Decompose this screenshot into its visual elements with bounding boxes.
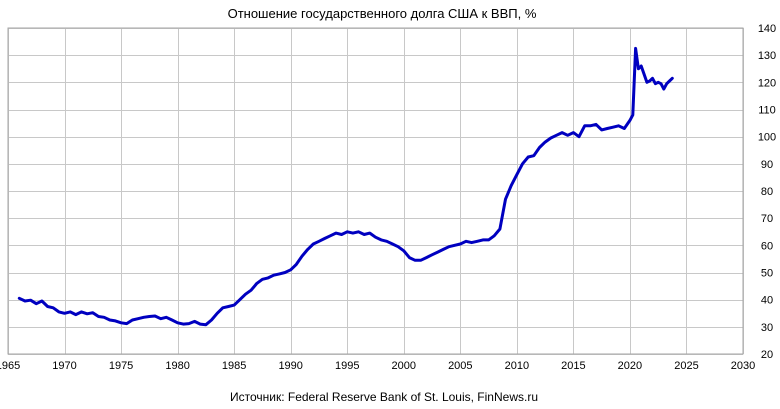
series-layer [17, 46, 674, 327]
x-tick-label: 1980 [165, 360, 189, 372]
y-tick-label: 40 [761, 295, 773, 307]
plot-frame [7, 27, 744, 355]
x-axis-ticks: 1965 1970 1975 1980 1985 1990 1995 2000 2005 2010… [0, 360, 755, 372]
y-tick-label: 80 [761, 186, 773, 198]
x-tick-label: 2000 [392, 360, 416, 372]
y-tick-label: 130 [758, 50, 776, 62]
x-tick-label: 1985 [222, 360, 246, 372]
x-tick-label: 1990 [278, 360, 302, 372]
x-tick-label: 2015 [561, 360, 585, 372]
y-tick-label: 60 [761, 240, 773, 252]
y-tick-label: 90 [761, 159, 773, 171]
x-tick-label: 2010 [505, 360, 529, 372]
x-tick-label: 2030 [731, 360, 755, 372]
x-tick-label: 2020 [618, 360, 642, 372]
source-note: Источник: Federal Reserve Bank of St. Lo… [230, 390, 538, 404]
x-tick-label: 1995 [335, 360, 359, 372]
y-tick-label: 110 [758, 105, 776, 117]
x-tick-label: 1970 [52, 360, 76, 372]
x-tick-label: 1965 [0, 360, 20, 372]
y-tick-label: 70 [761, 213, 773, 225]
y-axis-ticks: 20 30 40 50 60 70 80 90 100 110 120 130 140 [758, 23, 776, 361]
y-tick-label: 120 [758, 77, 776, 89]
x-tick-label: 2025 [674, 360, 698, 372]
y-tick-label: 50 [761, 268, 773, 280]
y-tick-label: 140 [758, 23, 776, 35]
chart-title: Отношение государственного долга США к В… [228, 6, 537, 21]
y-tick-label: 100 [758, 132, 776, 144]
x-tick-label: 1975 [109, 360, 133, 372]
x-tick-label: 2005 [448, 360, 472, 372]
y-tick-label: 30 [761, 322, 773, 334]
y-tick-label: 20 [761, 349, 773, 361]
debt-to-gdp-line [17, 46, 674, 327]
